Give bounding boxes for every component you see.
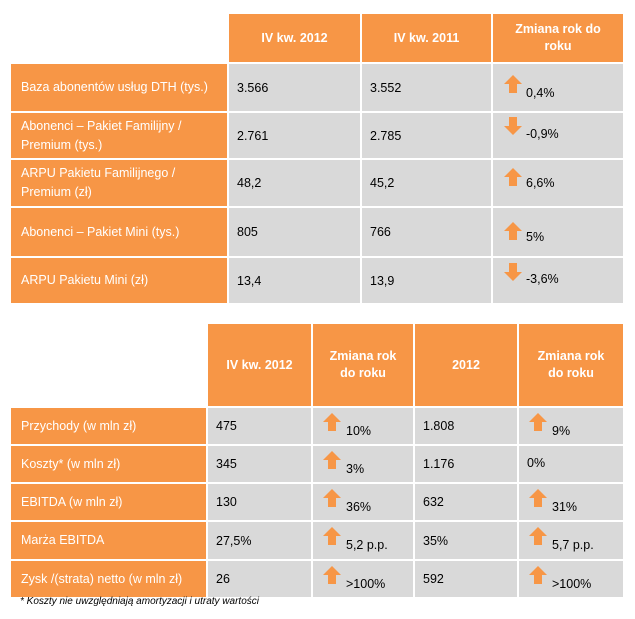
t1-cell-q4-2012: 13,4	[229, 258, 360, 303]
t1-cell-q4-2012: 48,2	[229, 160, 360, 206]
t2-cell-change-q: >100%	[313, 561, 413, 597]
t2-row-label: Przychody (w mln zł)	[11, 408, 206, 444]
t1-cell-q4-2012: 3.566	[229, 64, 360, 111]
t2-header-2012: 2012	[415, 324, 517, 406]
t1-change-value: -0,9%	[526, 127, 559, 141]
t2-cell-2012: 632	[415, 484, 517, 520]
t1-cell-change: -3,6%	[493, 258, 623, 303]
t2-row-label: Zysk /(strata) netto (w mln zł)	[11, 561, 206, 597]
t1-cell-q4-2011: 2.785	[362, 113, 491, 158]
t1-change-value: 5%	[526, 230, 545, 244]
t1-cell-q4-2011: 13,9	[362, 258, 491, 303]
t2-cell-change-q: 3%	[313, 446, 413, 482]
t1-row-label: Baza abonentów usług DTH (tys.)	[11, 64, 227, 111]
t1-cell-change: 0,4%	[493, 64, 623, 111]
t2-header-change-y: Zmiana rok do roku	[519, 324, 623, 406]
t1-row-label: ARPU Pakietu Familijnego / Premium (zł)	[11, 160, 227, 206]
t2-change-value: 5,2 p.p.	[346, 538, 388, 552]
t1-cell-change: 6,6%	[493, 160, 623, 206]
t2-change-value: 10%	[346, 424, 372, 438]
t2-cell-q4-2012: 26	[208, 561, 311, 597]
arrow-up-icon	[529, 527, 547, 545]
t1-cell-q4-2011: 45,2	[362, 160, 491, 206]
t1-header-change: Zmiana rok do roku	[493, 14, 623, 62]
t2-cell-change-q: 36%	[313, 484, 413, 520]
arrow-down-icon	[504, 263, 522, 281]
t1-cell-q4-2012: 805	[229, 208, 360, 256]
t2-cell-change-y: 0%	[519, 446, 623, 482]
t2-cell-2012: 1.176	[415, 446, 517, 482]
t2-cell-q4-2012: 27,5%	[208, 522, 311, 559]
t1-cell-change: -0,9%	[493, 113, 623, 158]
footnote: * Koszty nie uwzględniają amortyzacji i …	[20, 596, 259, 607]
arrow-up-icon	[529, 413, 547, 431]
arrow-up-icon	[323, 527, 341, 545]
t1-row-label: ARPU Pakietu Mini (zł)	[11, 258, 227, 303]
arrow-up-icon	[504, 222, 522, 240]
t2-header-q4-2012: IV kw. 2012	[208, 324, 311, 406]
t2-cell-q4-2012: 345	[208, 446, 311, 482]
t1-row-label: Abonenci – Pakiet Mini (tys.)	[11, 208, 227, 256]
arrow-up-icon	[323, 489, 341, 507]
t1-cell-change: 5%	[493, 208, 623, 256]
t1-cell-q4-2012: 2.761	[229, 113, 360, 158]
t2-change-value: 0%	[527, 456, 546, 470]
t2-row-label: Marża EBITDA	[11, 522, 206, 559]
t2-cell-change-y: >100%	[519, 561, 623, 597]
t2-cell-change-y: 5,7 p.p.	[519, 522, 623, 559]
arrow-up-icon	[323, 451, 341, 469]
t2-change-value: >100%	[552, 577, 592, 591]
arrow-up-icon	[323, 566, 341, 584]
arrow-up-icon	[323, 413, 341, 431]
t2-cell-change-q: 5,2 p.p.	[313, 522, 413, 559]
t2-change-value: 5,7 p.p.	[552, 538, 594, 552]
t1-header-q4-2012: IV kw. 2012	[229, 14, 360, 62]
t2-change-value: 9%	[552, 424, 571, 438]
t1-cell-q4-2011: 766	[362, 208, 491, 256]
t2-change-value: 3%	[346, 462, 365, 476]
t2-cell-2012: 1.808	[415, 408, 517, 444]
t2-cell-change-y: 31%	[519, 484, 623, 520]
t2-cell-2012: 592	[415, 561, 517, 597]
t1-change-value: 0,4%	[526, 86, 555, 100]
arrow-up-icon	[529, 566, 547, 584]
t1-cell-q4-2011: 3.552	[362, 64, 491, 111]
arrow-up-icon	[504, 75, 522, 93]
t2-change-value: 36%	[346, 500, 372, 514]
t2-header-change-q: Zmiana rok do roku	[313, 324, 413, 406]
arrow-up-icon	[529, 489, 547, 507]
t2-change-value: >100%	[346, 577, 386, 591]
t1-header-q4-2011: IV kw. 2011	[362, 14, 491, 62]
t2-change-value: 31%	[552, 500, 578, 514]
t2-cell-change-q: 10%	[313, 408, 413, 444]
t2-row-label: EBITDA (w mln zł)	[11, 484, 206, 520]
t2-cell-q4-2012: 475	[208, 408, 311, 444]
t2-cell-q4-2012: 130	[208, 484, 311, 520]
t2-row-label: Koszty* (w mln zł)	[11, 446, 206, 482]
arrow-up-icon	[504, 168, 522, 186]
t1-change-value: -3,6%	[526, 272, 559, 286]
t1-change-value: 6,6%	[526, 176, 555, 190]
t2-cell-2012: 35%	[415, 522, 517, 559]
t1-row-label: Abonenci – Pakiet Familijny / Premium (t…	[11, 113, 227, 158]
t2-cell-change-y: 9%	[519, 408, 623, 444]
arrow-down-icon	[504, 117, 522, 135]
